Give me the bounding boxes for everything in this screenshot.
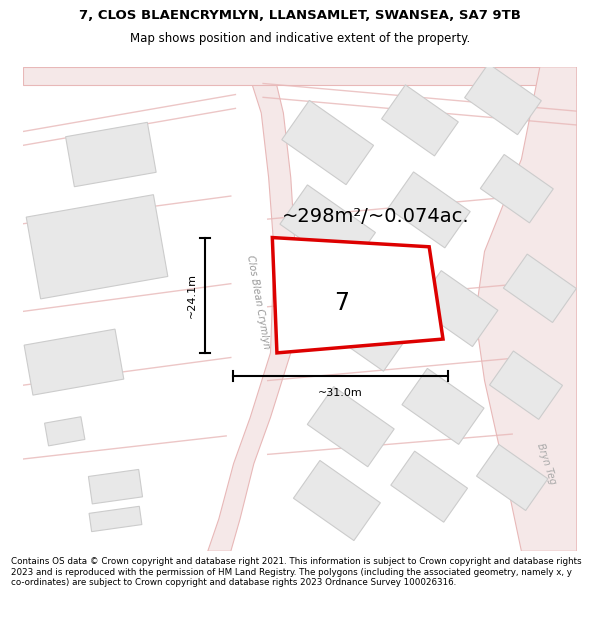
- Polygon shape: [88, 469, 143, 504]
- Polygon shape: [280, 185, 376, 272]
- Polygon shape: [503, 254, 577, 322]
- Polygon shape: [24, 329, 124, 395]
- Polygon shape: [44, 417, 85, 446]
- Polygon shape: [481, 154, 553, 223]
- Text: ~298m²/~0.074ac.: ~298m²/~0.074ac.: [281, 207, 469, 226]
- Text: ~31.0m: ~31.0m: [318, 388, 362, 398]
- Text: Bryn Teg: Bryn Teg: [535, 442, 557, 486]
- Polygon shape: [402, 368, 484, 444]
- Polygon shape: [208, 67, 295, 551]
- Text: 7, CLOS BLAENCRYMLYN, LLANSAMLET, SWANSEA, SA7 9TB: 7, CLOS BLAENCRYMLYN, LLANSAMLET, SWANSE…: [79, 9, 521, 22]
- Polygon shape: [282, 101, 374, 184]
- Polygon shape: [476, 444, 548, 511]
- Polygon shape: [89, 506, 142, 532]
- Polygon shape: [23, 67, 577, 86]
- Polygon shape: [475, 67, 577, 551]
- Text: Map shows position and indicative extent of the property.: Map shows position and indicative extent…: [130, 32, 470, 45]
- Polygon shape: [382, 85, 458, 156]
- Text: 7: 7: [334, 291, 349, 315]
- Polygon shape: [307, 387, 394, 467]
- Text: ~24.1m: ~24.1m: [187, 272, 197, 318]
- Polygon shape: [272, 238, 443, 353]
- Polygon shape: [490, 351, 563, 419]
- Text: Clos Blean Crymlyn: Clos Blean Crymlyn: [245, 254, 272, 350]
- Polygon shape: [319, 288, 410, 371]
- Polygon shape: [65, 122, 156, 187]
- Polygon shape: [416, 271, 498, 347]
- Polygon shape: [391, 451, 467, 522]
- Text: Contains OS data © Crown copyright and database right 2021. This information is : Contains OS data © Crown copyright and d…: [11, 557, 581, 587]
- Polygon shape: [388, 172, 470, 248]
- Polygon shape: [293, 461, 380, 541]
- Polygon shape: [464, 64, 541, 135]
- Polygon shape: [26, 194, 168, 299]
